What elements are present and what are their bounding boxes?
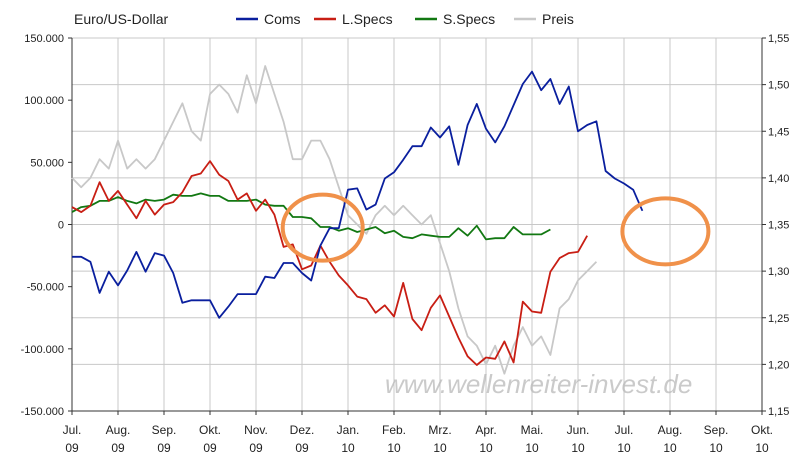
y-left-tick-label: -150.000 xyxy=(21,406,64,418)
y-right-tick-label: 1,35 xyxy=(768,220,789,232)
series-line-preis xyxy=(71,65,598,375)
legend: Coms L.Specs S.Specs Preis xyxy=(236,11,574,27)
x-tick-label-month: Dez. xyxy=(290,423,315,437)
y-left-tick-label: 150.000 xyxy=(24,33,64,45)
legend-label: Preis xyxy=(542,11,574,27)
x-tick-label-month: Jul. xyxy=(615,423,634,437)
y-right-tick-label: 1,40 xyxy=(768,173,789,185)
y-right-tick-label: 1,50 xyxy=(768,80,789,92)
x-tick-label-year: 10 xyxy=(341,441,355,455)
y-left-tick-label: 100.000 xyxy=(24,95,64,107)
y-left-tick-label: -100.000 xyxy=(21,344,64,356)
legend-label: Coms xyxy=(264,11,301,27)
x-tick-label-month: Jan. xyxy=(337,423,360,437)
x-tick-label-month: Sep. xyxy=(152,423,177,437)
x-tick-label-month: Jul. xyxy=(63,423,82,437)
x-tick-label-month: Feb. xyxy=(382,423,406,437)
x-tick-label-year: 10 xyxy=(709,441,723,455)
x-tick-label-year: 10 xyxy=(617,441,631,455)
x-tick-label-year: 10 xyxy=(525,441,539,455)
x-tick-label-year: 09 xyxy=(65,441,79,455)
y-left-tick-label: 0 xyxy=(58,220,64,232)
x-tick-label-month: Apr. xyxy=(475,423,496,437)
legend-label: S.Specs xyxy=(443,11,495,27)
x-tick-label-year: 09 xyxy=(249,441,263,455)
chart-title: Euro/US-Dollar xyxy=(74,11,168,27)
x-tick-label-year: 09 xyxy=(203,441,217,455)
y-right-tick-label: 1,15 xyxy=(768,406,789,418)
series-line-coms xyxy=(72,70,644,319)
x-tick-label-year: 09 xyxy=(157,441,171,455)
x-tick-label-month: Okt. xyxy=(199,423,221,437)
x-tick-label-month: Okt. xyxy=(751,423,773,437)
x-tick-label-month: Jun. xyxy=(567,423,590,437)
y-right-tick-label: 1,20 xyxy=(768,359,789,371)
y-right-tick-label: 1,45 xyxy=(768,126,789,138)
legend-label: L.Specs xyxy=(342,11,393,27)
y-right-tick-label: 1,25 xyxy=(768,313,789,325)
annotation-ellipse-dec xyxy=(280,192,365,263)
x-tick-label-month: Mai. xyxy=(521,423,544,437)
x-tick-label-year: 10 xyxy=(755,441,769,455)
watermark: www.wellenreiter-invest.de xyxy=(385,369,692,399)
y-left-tick-label: -50.000 xyxy=(27,282,64,294)
x-tick-label-year: 10 xyxy=(387,441,401,455)
x-tick-label-year: 10 xyxy=(479,441,493,455)
x-tick-label-year: 10 xyxy=(571,441,585,455)
x-tick-label-year: 10 xyxy=(663,441,677,455)
series-line-s-specs xyxy=(71,192,551,241)
x-tick-label-month: Aug. xyxy=(106,423,131,437)
annotation-ellipse-aug xyxy=(620,196,711,267)
x-tick-label-year: 09 xyxy=(111,441,125,455)
x-tick-label-month: Sep. xyxy=(704,423,729,437)
y-right-tick-label: 1,55 xyxy=(768,33,789,45)
x-tick-label-year: 10 xyxy=(433,441,447,455)
x-tick-label-month: Nov. xyxy=(244,423,268,437)
y-right-tick-label: 1,30 xyxy=(768,266,789,278)
x-tick-label-year: 09 xyxy=(295,441,309,455)
x-tick-label-month: Aug. xyxy=(658,423,683,437)
x-tick-label-month: Mrz. xyxy=(428,423,451,437)
y-left-tick-label: 50.000 xyxy=(30,157,64,169)
